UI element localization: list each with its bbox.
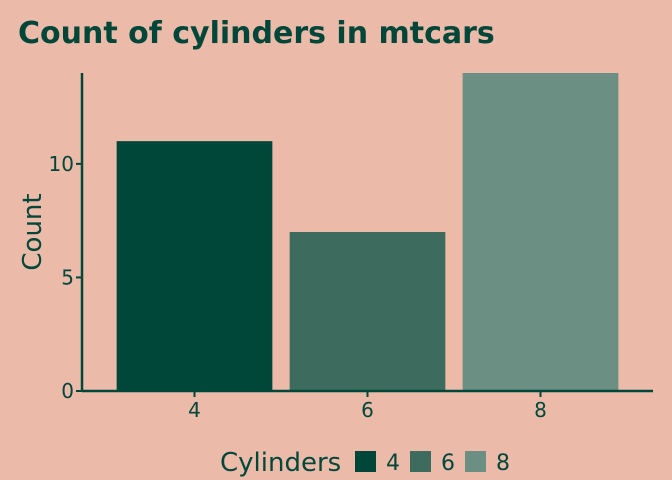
y-tick-label-5: 5 <box>61 265 74 289</box>
chart-title: Count of cylinders in mtcars <box>18 16 495 51</box>
x-tick-label-8: 8 <box>534 398 547 422</box>
legend-swatch-4 <box>355 451 376 472</box>
y-tick-label-10: 10 <box>49 152 74 176</box>
bar-6 <box>289 232 446 391</box>
legend-items: 4 6 8 <box>355 451 510 476</box>
x-tick-label-4: 4 <box>188 398 201 422</box>
legend-label-8: 8 <box>496 451 510 476</box>
y-tick-label-0: 0 <box>61 379 74 403</box>
legend-label-4: 4 <box>386 451 400 476</box>
legend-swatch-8 <box>465 451 486 472</box>
bar-8 <box>462 73 619 391</box>
y-axis-label: Count <box>18 193 48 270</box>
legend: Cylinders 4 6 8 <box>220 448 510 478</box>
plot-area: 4 6 8 0 5 10 <box>49 73 653 422</box>
legend-label-6: 6 <box>441 451 455 476</box>
legend-title: Cylinders <box>220 448 341 478</box>
legend-swatch-6 <box>410 451 431 472</box>
x-tick-label-6: 6 <box>361 398 374 422</box>
bar-4 <box>116 141 273 391</box>
